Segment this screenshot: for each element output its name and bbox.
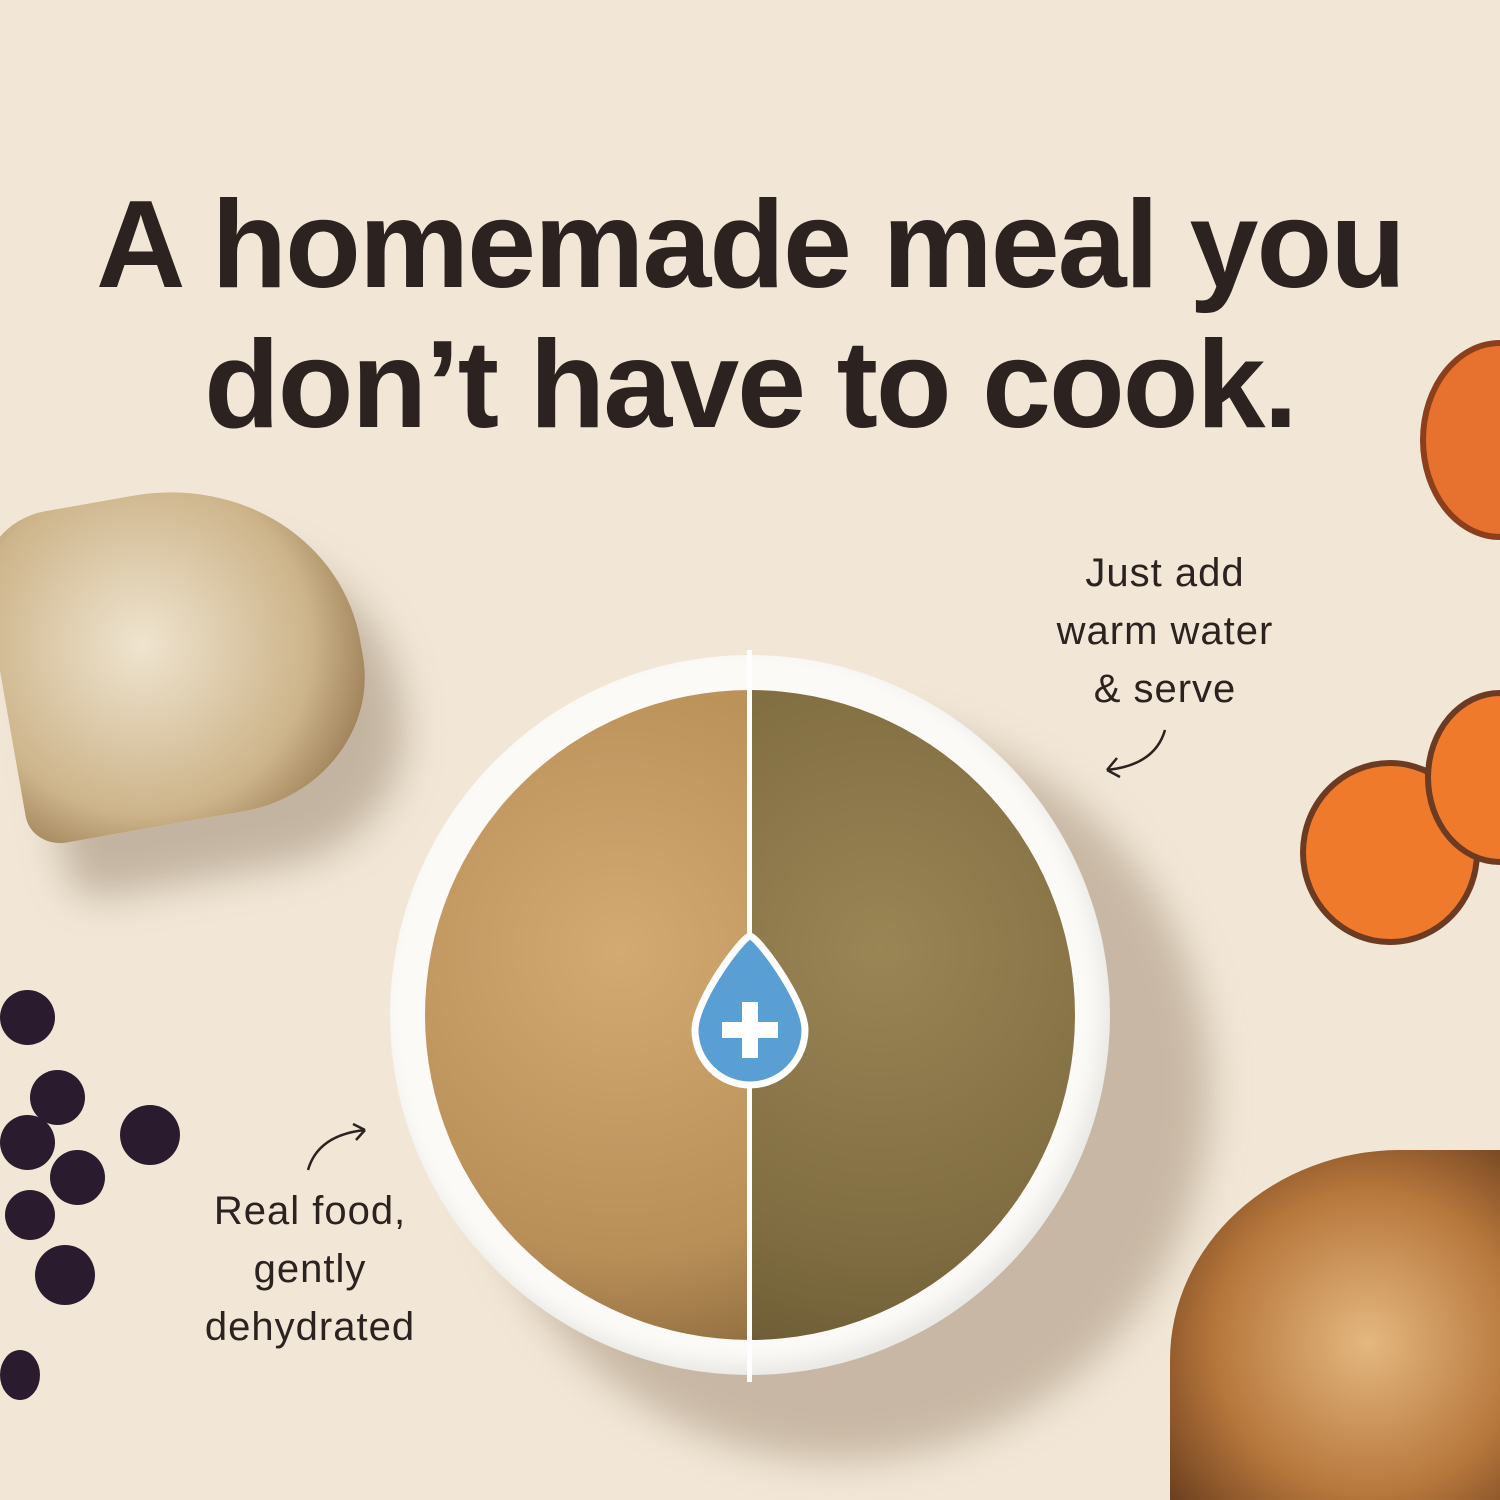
callout-line: gently	[253, 1247, 367, 1291]
callout-line: Just add	[1085, 551, 1245, 595]
blueberries-image	[0, 990, 190, 1430]
blueberry	[50, 1150, 105, 1205]
callout-real-food: Real food, gently dehydrated	[170, 1182, 450, 1356]
callout-line: Real food,	[213, 1189, 407, 1233]
blueberry	[0, 1350, 40, 1400]
blueberry	[120, 1105, 180, 1165]
callout-line: & serve	[1093, 667, 1237, 711]
headline-line-1: A homemade meal you	[95, 176, 1406, 314]
blueberry	[35, 1245, 95, 1305]
fish-fillet-image	[0, 461, 386, 849]
roasted-chicken-image	[1170, 1150, 1500, 1500]
blueberry	[5, 1190, 55, 1240]
headline-line-2: don’t have to cook.	[204, 316, 1298, 454]
blueberry	[30, 1070, 85, 1125]
blueberry	[0, 990, 55, 1045]
curved-arrow-icon	[306, 1122, 366, 1171]
callout-line: warm water	[1056, 609, 1274, 653]
blueberry	[0, 1115, 55, 1170]
curved-arrow-icon	[1106, 729, 1167, 779]
callout-line: dehydrated	[204, 1305, 416, 1349]
callout-add-water: Just add warm water & serve	[1020, 544, 1310, 718]
water-drop-plus-icon	[691, 932, 809, 1089]
